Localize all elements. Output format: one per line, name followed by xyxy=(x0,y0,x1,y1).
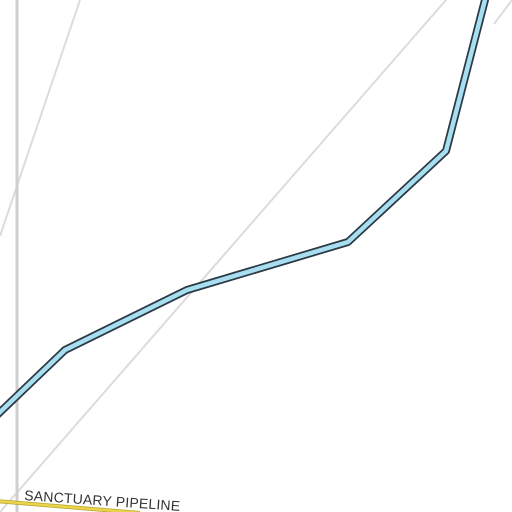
minor-road-diagonal-upper-left xyxy=(0,0,81,237)
minor-road-diagonal-long xyxy=(0,0,447,512)
minor-road-diagonal-right xyxy=(493,0,512,25)
pipeline-line[interactable] xyxy=(0,500,141,512)
waterway[interactable] xyxy=(0,0,488,416)
